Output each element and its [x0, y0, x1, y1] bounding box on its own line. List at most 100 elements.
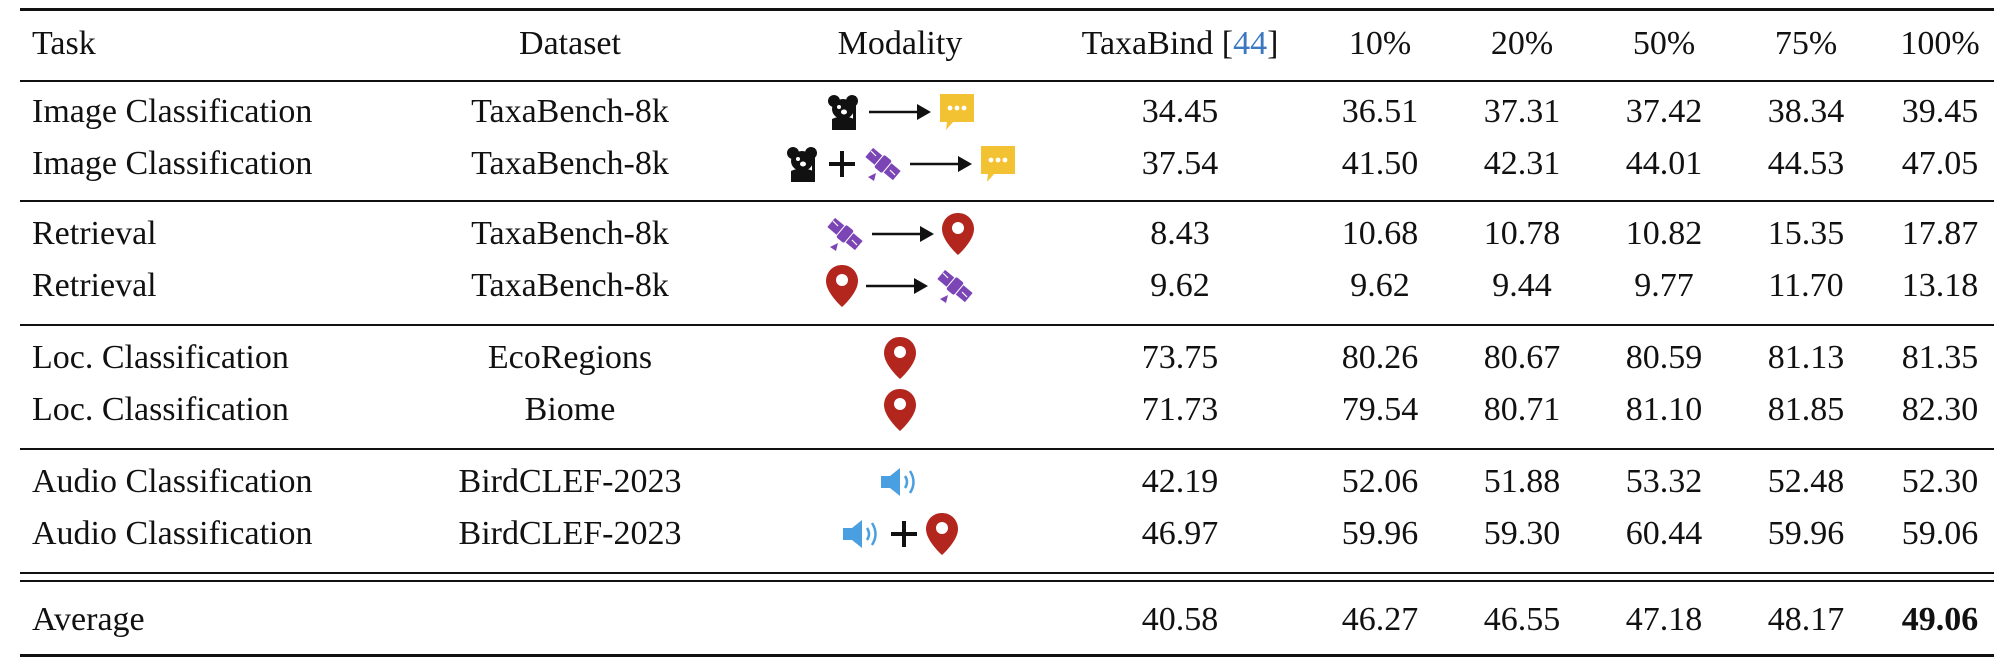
location-icon [882, 387, 918, 433]
value-20pct: 51.88 [1483, 463, 1561, 500]
group-rule-2 [20, 324, 1994, 326]
double-rule-a [20, 572, 1994, 574]
value-75pct: 38.34 [1767, 93, 1845, 130]
modality-cell [750, 508, 1050, 560]
value-75pct: 44.53 [1767, 145, 1845, 182]
value-100pct: 52.30 [1901, 463, 1979, 500]
value-75pct: 11.70 [1768, 267, 1844, 304]
value-50pct: 44.01 [1625, 145, 1703, 182]
taxabind-cell: 34.45 [1141, 93, 1219, 130]
text-icon [937, 91, 977, 133]
modality-cell [750, 384, 1050, 436]
bottom-rule [20, 654, 1994, 657]
task-cell: Retrieval [32, 215, 157, 252]
average-50pct: 47.18 [1625, 601, 1703, 638]
value-10pct: 41.50 [1341, 145, 1419, 182]
average-100pct: 49.06 [1901, 601, 1979, 638]
header-rule [20, 80, 1994, 82]
header-taxabind-label: TaxaBind [ [1081, 25, 1234, 62]
dataset-cell: TaxaBench-8k [471, 145, 669, 182]
arrow-icon [867, 100, 933, 124]
task-cell: Retrieval [32, 267, 157, 304]
modality-cell [750, 138, 1050, 190]
satellite-icon [824, 213, 866, 255]
dataset-cell: EcoRegions [487, 339, 653, 376]
table-row: Retrieval TaxaBench-8k 9.62 9.62 9.44 9.77 11.… [20, 260, 1994, 312]
location-icon [882, 335, 918, 381]
average-label: Average [32, 601, 145, 638]
value-20pct: 9.44 [1492, 267, 1552, 304]
header-taxabind: TaxaBind [44] [1060, 18, 1300, 70]
taxabind-cell: 37.54 [1141, 145, 1219, 182]
plus-icon [826, 148, 858, 180]
location-icon [940, 211, 976, 257]
dataset-cell: BirdCLEF-2023 [458, 515, 682, 552]
arrow-icon [908, 152, 974, 176]
satellite-icon [862, 143, 904, 185]
average-taxabind: 40.58 [1141, 601, 1219, 638]
header-20pct: 20% [1490, 25, 1554, 62]
value-75pct: 52.48 [1767, 463, 1845, 500]
modality-cell [750, 332, 1050, 384]
average-20pct: 46.55 [1483, 601, 1561, 638]
value-75pct: 81.13 [1767, 339, 1845, 376]
dataset-cell: Biome [524, 391, 616, 428]
task-cell: Loc. Classification [32, 391, 289, 428]
table-row: Audio Classification BirdCLEF-2023 46.97 59… [20, 508, 1994, 560]
image-icon [823, 92, 863, 132]
modality-cell [750, 86, 1050, 138]
value-50pct: 53.32 [1625, 463, 1703, 500]
table-row: Image Classification TaxaBench-8k 34.45 36.… [20, 86, 1994, 138]
taxabind-cell: 71.73 [1141, 391, 1219, 428]
header-taxabind-close: ] [1267, 25, 1279, 62]
header-10pct: 10% [1348, 25, 1412, 62]
header-75pct: 75% [1774, 25, 1838, 62]
top-rule [20, 8, 1994, 11]
audio-icon [878, 464, 922, 500]
value-20pct: 80.67 [1483, 339, 1561, 376]
value-100pct: 17.87 [1901, 215, 1979, 252]
value-20pct: 42.31 [1483, 145, 1561, 182]
modality-cell [750, 260, 1050, 312]
value-20pct: 10.78 [1483, 215, 1561, 252]
value-100pct: 81.35 [1901, 339, 1979, 376]
table-row: Audio Classification BirdCLEF-2023 42.19 52… [20, 456, 1994, 508]
arrow-icon [870, 222, 936, 246]
value-10pct: 79.54 [1341, 391, 1419, 428]
value-20pct: 59.30 [1483, 515, 1561, 552]
value-75pct: 81.85 [1767, 391, 1845, 428]
task-cell: Image Classification [32, 93, 313, 130]
value-75pct: 15.35 [1767, 215, 1845, 252]
task-cell: Audio Classification [32, 515, 313, 552]
image-icon [782, 144, 822, 184]
citation-link[interactable]: 44 [1233, 25, 1268, 62]
header-modality: Modality [837, 25, 963, 62]
table-row: Retrieval TaxaBench-8k 8.43 10.68 10.78 10.82… [20, 208, 1994, 260]
task-cell: Image Classification [32, 145, 313, 182]
value-10pct: 52.06 [1341, 463, 1419, 500]
dataset-cell: TaxaBench-8k [471, 93, 669, 130]
header-50pct: 50% [1632, 25, 1696, 62]
value-20pct: 37.31 [1483, 93, 1561, 130]
dataset-cell: TaxaBench-8k [471, 267, 669, 304]
table-row: Loc. Classification EcoRegions 73.75 80.26 8… [20, 332, 1994, 384]
modality-cell [750, 456, 1050, 508]
task-cell: Loc. Classification [32, 339, 289, 376]
audio-icon [840, 516, 884, 552]
value-100pct: 59.06 [1901, 515, 1979, 552]
value-50pct: 10.82 [1625, 215, 1703, 252]
value-100pct: 39.45 [1901, 93, 1979, 130]
group-rule-1 [20, 200, 1994, 202]
value-50pct: 9.77 [1634, 267, 1694, 304]
value-10pct: 10.68 [1341, 215, 1419, 252]
table-row: Loc. Classification Biome 71.73 79.54 80.71 8… [20, 384, 1994, 436]
value-10pct: 9.62 [1350, 267, 1410, 304]
value-50pct: 81.10 [1625, 391, 1703, 428]
value-10pct: 59.96 [1341, 515, 1419, 552]
taxabind-cell: 46.97 [1141, 515, 1219, 552]
average-10pct: 46.27 [1341, 601, 1419, 638]
text-icon [978, 143, 1018, 185]
taxabind-cell: 8.43 [1150, 215, 1210, 252]
taxabind-cell: 73.75 [1141, 339, 1219, 376]
value-50pct: 80.59 [1625, 339, 1703, 376]
